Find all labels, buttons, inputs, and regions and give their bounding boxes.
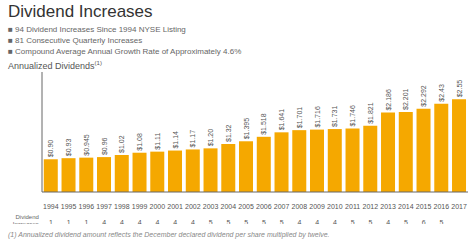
svg-text:6: 6 <box>422 219 426 224</box>
svg-text:4: 4 <box>297 219 301 224</box>
svg-text:$1.20: $1.20 <box>207 129 214 147</box>
html-text:■ 81 Consecutive Quarterly Inc: ■ 81 Consecutive Quarterly Increases <box>8 36 143 45</box>
svg-text:2005: 2005 <box>238 203 254 210</box>
svg-text:$1.746: $1.746 <box>349 105 356 127</box>
svg-text:2003: 2003 <box>203 203 219 210</box>
svg-text:2011: 2011 <box>345 203 360 210</box>
svg-text:5: 5 <box>351 219 355 224</box>
svg-text:5: 5 <box>439 219 443 224</box>
svg-text:$0.945: $0.945 <box>83 134 90 156</box>
svg-text:$2.43: $2.43 <box>438 84 445 102</box>
svg-text:1: 1 <box>67 219 71 224</box>
svg-text:4: 4 <box>386 219 390 224</box>
svg-text:2004: 2004 <box>221 203 237 210</box>
svg-text:$1.518: $1.518 <box>260 113 267 135</box>
svg-text:$2.186: $2.186 <box>385 89 392 111</box>
html-text:Dividend Increases: Dividend Increases <box>8 2 153 21</box>
svg-text:5: 5 <box>280 219 284 224</box>
svg-text:1: 1 <box>49 219 53 224</box>
svg-text:$2.201: $2.201 <box>402 88 409 110</box>
svg-text:$2.292: $2.292 <box>420 85 427 107</box>
svg-text:$1.32: $1.32 <box>225 124 232 142</box>
svg-text:4: 4 <box>138 219 142 224</box>
svg-text:$1.641: $1.641 <box>278 109 285 131</box>
svg-text:$1.395: $1.395 <box>243 118 250 140</box>
svg-text:$0.96: $0.96 <box>101 137 108 155</box>
svg-text:2009: 2009 <box>309 203 325 210</box>
html-text:Annualized Dividends(1): Annualized Dividends(1) <box>8 60 102 71</box>
svg-text:2007: 2007 <box>274 203 290 210</box>
svg-text:2012: 2012 <box>363 203 379 210</box>
svg-text:$1.17: $1.17 <box>189 130 196 148</box>
svg-text:2016: 2016 <box>434 203 450 210</box>
svg-text:2015: 2015 <box>416 203 432 210</box>
svg-text:2006: 2006 <box>256 203 272 210</box>
svg-text:4: 4 <box>333 219 337 224</box>
svg-text:1996: 1996 <box>79 203 95 210</box>
svg-text:4: 4 <box>191 219 195 224</box>
svg-text:$1.731: $1.731 <box>331 106 338 128</box>
svg-text:4: 4 <box>173 219 177 224</box>
svg-text:5: 5 <box>404 219 408 224</box>
svg-text:5: 5 <box>368 219 372 224</box>
svg-text:$1.02: $1.02 <box>118 135 125 153</box>
svg-text:$1.08: $1.08 <box>136 133 143 151</box>
svg-text:1999: 1999 <box>132 203 148 210</box>
svg-text:4: 4 <box>102 219 106 224</box>
svg-text:2008: 2008 <box>292 203 308 210</box>
svg-text:2013: 2013 <box>380 203 396 210</box>
html-text:■ 94 Dividend Increases Since: ■ 94 Dividend Increases Since 1994 NYSE … <box>8 25 186 34</box>
svg-text:$1.821: $1.821 <box>367 102 374 124</box>
svg-text:Dividend: Dividend <box>16 214 39 220</box>
svg-text:Increases: Increases <box>13 221 39 225</box>
svg-text:$0.93: $0.93 <box>65 139 72 157</box>
svg-text:2014: 2014 <box>398 203 414 210</box>
svg-text:5: 5 <box>262 219 266 224</box>
svg-text:4: 4 <box>120 219 124 224</box>
svg-text:$1.11: $1.11 <box>154 133 161 150</box>
svg-text:2000: 2000 <box>150 203 166 210</box>
svg-text:$2.55: $2.55 <box>456 80 463 98</box>
svg-text:4: 4 <box>155 219 159 224</box>
svg-text:5: 5 <box>226 219 230 224</box>
svg-text:5: 5 <box>209 219 213 224</box>
svg-text:1: 1 <box>84 219 88 224</box>
svg-text:2017: 2017 <box>451 203 466 210</box>
svg-text:1998: 1998 <box>114 203 130 210</box>
svg-text:1994: 1994 <box>43 203 59 210</box>
svg-text:1995: 1995 <box>61 203 77 210</box>
html-text:(1) Annualized dividend amount: (1) Annualized dividend amount reflects … <box>8 231 330 238</box>
svg-text:$1.716: $1.716 <box>314 106 321 128</box>
svg-text:$0.90: $0.90 <box>47 140 54 158</box>
svg-text:2001: 2001 <box>167 203 183 210</box>
svg-text:4: 4 <box>315 219 319 224</box>
svg-text:2010: 2010 <box>327 203 343 210</box>
html-text:■ Compound Average Annual Grow: ■ Compound Average Annual Growth Rate of… <box>8 47 242 56</box>
svg-text:$1.701: $1.701 <box>296 107 303 129</box>
svg-text:1997: 1997 <box>96 203 112 210</box>
svg-text:5: 5 <box>244 219 248 224</box>
svg-text:2002: 2002 <box>185 203 201 210</box>
svg-text:$1.14: $1.14 <box>172 131 179 149</box>
